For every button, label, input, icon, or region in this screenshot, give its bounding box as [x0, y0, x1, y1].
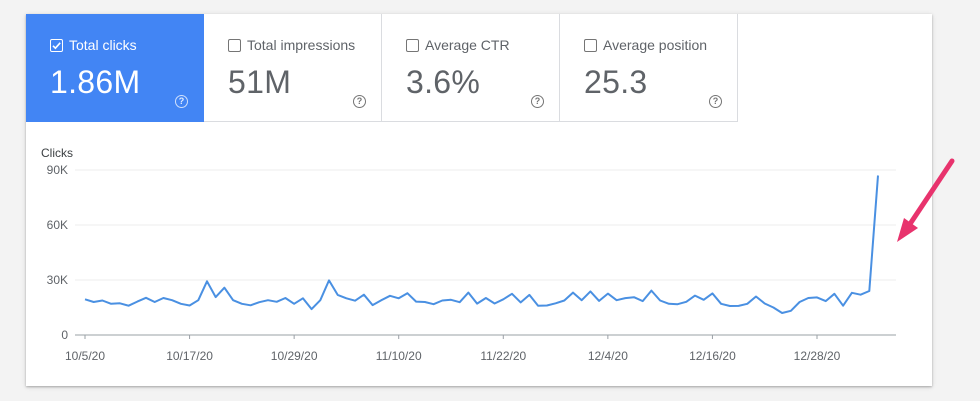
- metric-value: 1.86M: [50, 64, 141, 100]
- metric-value: 3.6%: [406, 64, 481, 100]
- metric-tile-average-position[interactable]: Average position 25.3?: [560, 14, 738, 122]
- x-tick-label: 11/10/20: [376, 349, 422, 363]
- clicks-series-line: [84, 175, 879, 314]
- help-circle-icon[interactable]: ?: [175, 95, 188, 108]
- metric-label: Average position: [603, 37, 708, 53]
- help-circle-icon[interactable]: ?: [353, 95, 366, 108]
- help-circle-icon[interactable]: ?: [709, 95, 722, 108]
- metric-tiles: Total clicks 1.86M? Total impressions 51M? A…: [26, 14, 738, 122]
- y-tick-label: 90K: [47, 163, 68, 177]
- checkbox-icon[interactable]: [228, 39, 241, 52]
- y-axis-label: Clicks: [41, 146, 73, 160]
- metric-tile-total-impressions[interactable]: Total impressions 51M?: [204, 14, 382, 122]
- y-tick-label: 0: [61, 328, 68, 342]
- x-tick-label: 11/22/20: [480, 349, 526, 363]
- x-tick-label: 10/5/20: [65, 349, 105, 363]
- y-tick-label: 30K: [47, 273, 68, 287]
- checkbox-icon[interactable]: [50, 39, 63, 52]
- metric-tile-total-clicks[interactable]: Total clicks 1.86M?: [26, 14, 204, 122]
- x-tick-label: 12/16/20: [689, 349, 736, 363]
- checkbox-icon[interactable]: [406, 39, 419, 52]
- metric-label: Total clicks: [69, 37, 137, 53]
- metric-tile-average-ctr[interactable]: Average CTR 3.6%?: [382, 14, 560, 122]
- x-tick-label: 10/29/20: [271, 349, 318, 363]
- metric-value: 25.3: [584, 64, 648, 100]
- y-tick-label: 60K: [47, 218, 68, 232]
- metric-value: 51M: [228, 64, 292, 100]
- metric-label: Total impressions: [247, 37, 356, 53]
- x-tick-label: 12/28/20: [794, 349, 841, 363]
- checkbox-icon[interactable]: [584, 39, 597, 52]
- x-tick-label: 12/4/20: [588, 349, 628, 363]
- metric-label: Average CTR: [425, 37, 510, 53]
- x-tick-label: 10/17/20: [166, 349, 213, 363]
- clicks-line-chart: Clicks 0 30K 60K 90K 10/5/20 10/17/20 10/29/20 1…: [41, 146, 896, 363]
- performance-card: Total clicks 1.86M? Total impressions 51M? A…: [26, 14, 932, 386]
- help-circle-icon[interactable]: ?: [531, 95, 544, 108]
